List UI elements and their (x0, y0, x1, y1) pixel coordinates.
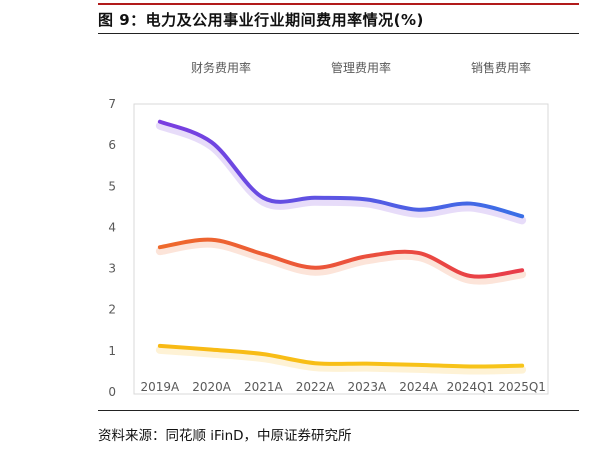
data-point (210, 140, 214, 144)
data-point (520, 268, 524, 272)
y-tick-label: 2 (108, 303, 116, 317)
x-tick-label: 2022A (296, 380, 336, 394)
data-point (313, 196, 317, 200)
data-point (365, 362, 369, 366)
legend-label: 管理费用率 (331, 60, 391, 75)
data-point (468, 274, 472, 278)
x-tick-label: 2025Q1 (498, 380, 546, 394)
x-tick-label: 2024Q1 (447, 380, 495, 394)
x-axis: 2019A 2020A 2021A 2022A 2023A 2024A 2024Q1 2025… (141, 380, 546, 394)
data-point (417, 208, 421, 212)
y-tick-label: 1 (108, 344, 116, 358)
source-note: 资料来源：同花顺 iFinD，中原证券研究所 (98, 428, 352, 444)
series-layer (155, 119, 527, 375)
data-point (417, 363, 421, 367)
series-line-shadow (155, 345, 527, 375)
series-line-shadow (155, 239, 527, 285)
y-axis: 0 1 2 3 4 5 6 7 (108, 97, 116, 399)
legend: 财务费用率 管理费用率 销售费用率 (151, 60, 531, 75)
legend-label: 财务费用率 (191, 60, 251, 75)
x-tick-label: 2024A (399, 380, 439, 394)
y-tick-label: 4 (108, 220, 116, 234)
x-tick-label: 2023A (348, 380, 388, 394)
x-tick-label: 2019A (141, 380, 181, 394)
x-tick-label: 2021A (244, 380, 284, 394)
series-line (157, 237, 525, 279)
data-point (468, 202, 472, 206)
data-point (158, 344, 162, 348)
y-tick-label: 3 (108, 262, 116, 276)
data-point (365, 254, 369, 258)
legend-label: 销售费用率 (471, 60, 531, 75)
data-point (261, 252, 265, 256)
data-point (417, 251, 421, 255)
data-point (210, 238, 214, 242)
series-line (157, 343, 525, 369)
y-tick-label: 6 (108, 138, 116, 152)
data-point (468, 364, 472, 368)
top-rule (98, 3, 579, 5)
series-line (157, 119, 525, 219)
figure-title: 图 9：电力及公用事业行业期间费用率情况(%) (98, 11, 424, 29)
data-point (261, 196, 265, 200)
data-point (210, 348, 214, 352)
data-point (520, 214, 524, 218)
data-point (158, 245, 162, 249)
data-point (520, 364, 524, 368)
plot-area (133, 103, 549, 395)
data-point (313, 266, 317, 270)
title-rule (98, 33, 579, 34)
x-tick-label: 2020A (192, 380, 232, 394)
y-tick-label: 0 (108, 385, 116, 399)
data-point (365, 197, 369, 201)
line-chart: 财务费用率 管理费用率 销售费用率 0 1 2 3 4 5 6 7 2019A 2020A 2021A… (108, 60, 549, 399)
series-line-shadow (155, 121, 527, 225)
y-tick-label: 5 (108, 179, 116, 193)
data-point (313, 361, 317, 365)
data-point (261, 352, 265, 356)
data-point (158, 120, 162, 124)
bottom-rule (98, 410, 579, 411)
y-tick-label: 7 (108, 97, 116, 111)
